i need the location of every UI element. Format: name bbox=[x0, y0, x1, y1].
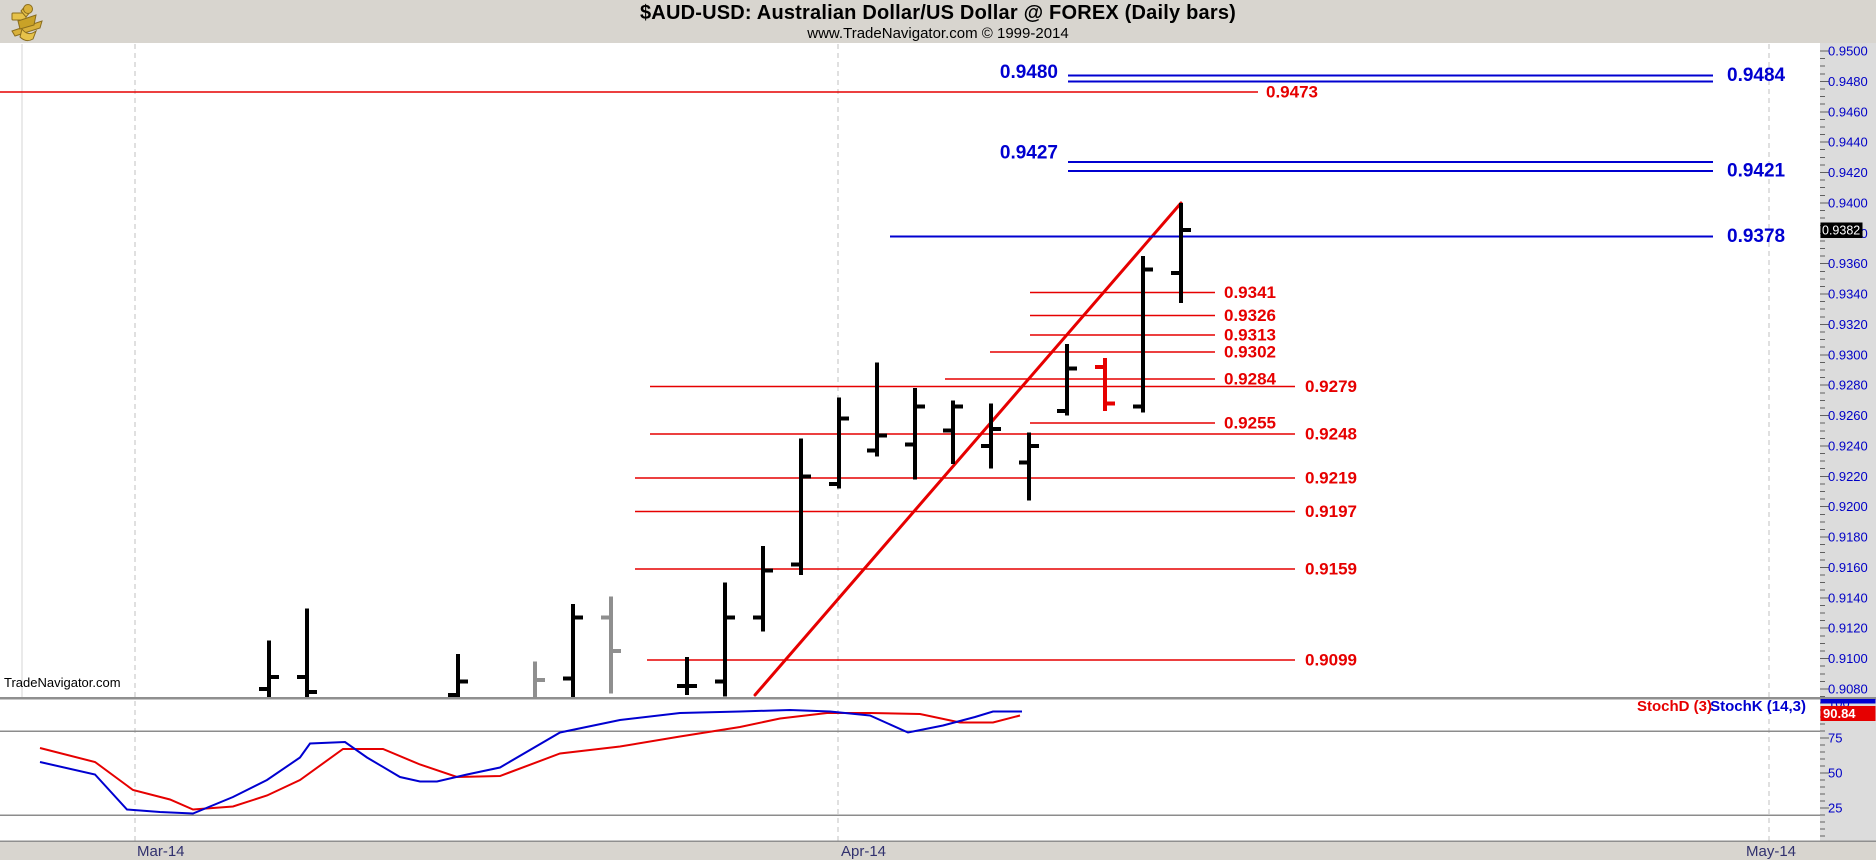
support-label-0.9159[interactable]: 0.9159 bbox=[1305, 560, 1357, 579]
date-label-Apr-14: Apr-14 bbox=[841, 843, 886, 860]
generated-chart-layers: 0.9500 0.9480 0.9460 0.9440 0.9420 0.9400 0.93… bbox=[0, 43, 1876, 860]
support-label-0.9248[interactable]: 0.9248 bbox=[1305, 425, 1357, 444]
date-axis-band bbox=[0, 841, 1876, 860]
ohlc-bar bbox=[1019, 432, 1039, 501]
ohlc-bar bbox=[753, 546, 773, 632]
price-axis-label: 0.9480 bbox=[1828, 74, 1868, 89]
resistance-label-0.9378[interactable]: 0.9378 bbox=[1727, 226, 1785, 247]
price-axis-label: 0.9260 bbox=[1828, 408, 1868, 423]
price-panel bbox=[0, 74, 1713, 697]
ohlc-bar bbox=[905, 388, 925, 480]
price-axis-label: 0.9460 bbox=[1828, 105, 1868, 120]
ohlc-bar bbox=[867, 362, 887, 457]
ohlc-bar bbox=[601, 596, 621, 694]
price-axis-label: 0.9220 bbox=[1828, 469, 1868, 484]
support-label-0.9279[interactable]: 0.9279 bbox=[1305, 377, 1357, 396]
support-label-0.9473[interactable]: 0.9473 bbox=[1266, 83, 1318, 102]
price-axis-label: 0.9080 bbox=[1828, 682, 1868, 697]
ohlc-bar bbox=[448, 654, 468, 697]
price-axis-label: 0.9340 bbox=[1828, 287, 1868, 302]
resistance-label-0.9427[interactable]: 0.9427 bbox=[1000, 143, 1058, 164]
ohlc-bars bbox=[259, 203, 1191, 697]
ohlc-bar bbox=[715, 582, 735, 697]
chart-subtitle: www.TradeNavigator.com © 1999-2014 bbox=[807, 25, 1069, 42]
ohlc-bar bbox=[297, 608, 317, 697]
price-axis-label: 0.9320 bbox=[1828, 317, 1868, 332]
legend-stochk-label[interactable]: StochK (14,3) bbox=[1710, 698, 1806, 715]
stoch-axis-label: 75 bbox=[1828, 731, 1842, 746]
price-axis-label: 0.9400 bbox=[1828, 196, 1868, 211]
stoch-axis-label: 50 bbox=[1828, 766, 1842, 781]
stoch-value-badge: 90.84 bbox=[1820, 699, 1876, 721]
ohlc-bar bbox=[563, 604, 583, 697]
stochd-curve bbox=[39, 712, 1021, 811]
price-axis-label: 0.9240 bbox=[1828, 439, 1868, 454]
price-axis: 0.9500 0.9480 0.9460 0.9440 0.9420 0.9400 0.93… bbox=[1820, 44, 1868, 697]
stoch-axis-label: 25 bbox=[1828, 801, 1842, 816]
stochk-marker bbox=[1820, 699, 1876, 704]
price-axis-label: 0.9120 bbox=[1828, 621, 1868, 636]
ohlc-bar bbox=[1171, 203, 1191, 303]
price-axis-label: 0.9160 bbox=[1828, 560, 1868, 575]
price-axis-label: 0.9500 bbox=[1828, 44, 1868, 59]
price-axis-label: 0.9420 bbox=[1828, 165, 1868, 180]
price-axis-label: 0.9440 bbox=[1828, 135, 1868, 150]
tradenavigator-logo-icon bbox=[6, 1, 48, 42]
support-label-0.9284[interactable]: 0.9284 bbox=[1224, 370, 1277, 389]
support-label-0.9326[interactable]: 0.9326 bbox=[1224, 306, 1276, 325]
ohlc-bar bbox=[791, 438, 811, 575]
ohlc-bar bbox=[981, 403, 1001, 469]
ohlc-bar bbox=[533, 661, 545, 697]
price-axis-label: 0.9280 bbox=[1828, 378, 1868, 393]
price-axis-label: 0.9140 bbox=[1828, 591, 1868, 606]
price-axis-label: 0.9300 bbox=[1828, 348, 1868, 363]
support-label-0.9313[interactable]: 0.9313 bbox=[1224, 326, 1276, 345]
ohlc-bar bbox=[677, 657, 697, 695]
ohlc-bar bbox=[1057, 344, 1077, 416]
price-axis-label: 0.9100 bbox=[1828, 651, 1868, 666]
last-price-value: 0.9382 bbox=[1822, 224, 1860, 238]
watermark-text: TradeNavigator.com bbox=[4, 675, 121, 690]
ohlc-bar bbox=[259, 640, 279, 697]
resistance-label-0.9484[interactable]: 0.9484 bbox=[1727, 65, 1786, 86]
title-bar: $AUD-USD: Australian Dollar/US Dollar @ … bbox=[0, 0, 1876, 43]
date-label-May-14: May-14 bbox=[1746, 843, 1796, 860]
resistance-label-0.9421[interactable]: 0.9421 bbox=[1727, 161, 1786, 182]
stoch-panel bbox=[39, 708, 1022, 815]
support-label-0.9197[interactable]: 0.9197 bbox=[1305, 502, 1357, 521]
stochk-curve bbox=[39, 708, 1022, 815]
ohlc-bar bbox=[829, 397, 849, 489]
ohlc-bar bbox=[943, 400, 963, 464]
trendline[interactable] bbox=[753, 201, 1183, 697]
resistance-label-0.9480[interactable]: 0.9480 bbox=[1000, 62, 1058, 83]
ohlc-bar bbox=[1095, 358, 1115, 411]
support-label-0.9219[interactable]: 0.9219 bbox=[1305, 469, 1357, 488]
ohlc-bar bbox=[1133, 256, 1153, 413]
legend-stochd-label[interactable]: StochD (3) bbox=[1637, 698, 1712, 715]
price-axis-label: 0.9180 bbox=[1828, 530, 1868, 545]
price-axis-label: 0.9360 bbox=[1828, 256, 1868, 271]
last-price-badge: 0.9382 bbox=[1820, 222, 1863, 238]
stoch-value-text: 90.84 bbox=[1823, 706, 1856, 721]
support-label-0.9341[interactable]: 0.9341 bbox=[1224, 283, 1276, 302]
support-label-0.9255[interactable]: 0.9255 bbox=[1224, 414, 1276, 433]
date-label-Mar-14: Mar-14 bbox=[137, 843, 185, 860]
support-label-0.9302[interactable]: 0.9302 bbox=[1224, 343, 1276, 362]
chart-title: $AUD-USD: Australian Dollar/US Dollar @ … bbox=[639, 2, 1237, 24]
price-axis-label: 0.9200 bbox=[1828, 499, 1868, 514]
chart-background bbox=[0, 43, 1876, 860]
support-label-0.9099[interactable]: 0.9099 bbox=[1305, 651, 1357, 670]
